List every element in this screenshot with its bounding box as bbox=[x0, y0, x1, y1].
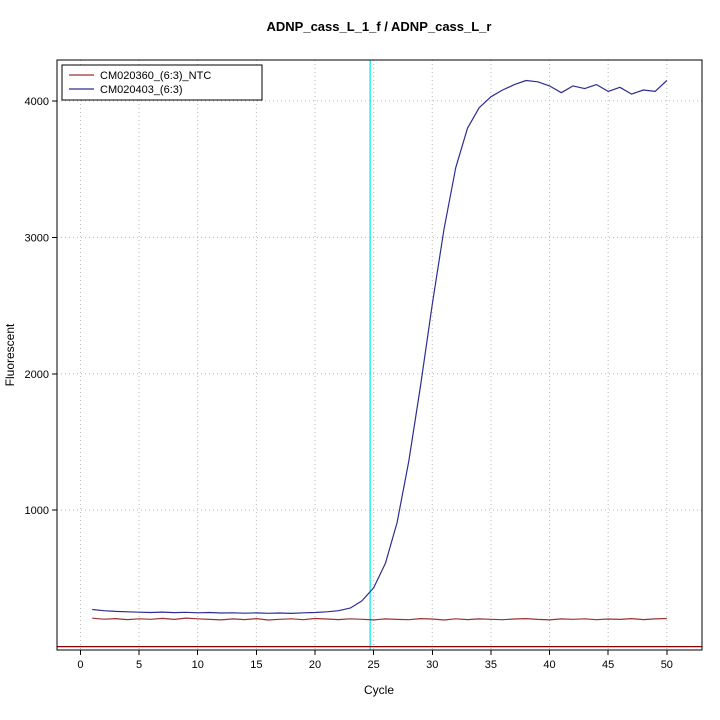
x-tick-label: 10 bbox=[192, 659, 204, 671]
plot-frame bbox=[56, 59, 703, 651]
plot-content: 0 5 10 15 20 25 30 35 40 45 50 1000 2000 3000 4000 CM02… bbox=[25, 59, 703, 671]
legend-label: CM020403_(6:3) bbox=[100, 84, 183, 96]
chart-title: ADNP_cass_L_1_f / ADNP_cass_L_r bbox=[267, 19, 492, 34]
x-tick-label: 25 bbox=[368, 659, 380, 671]
x-tick-label: 35 bbox=[485, 659, 497, 671]
x-tick-label: 15 bbox=[250, 659, 262, 671]
y-tick-label: 4000 bbox=[25, 96, 49, 108]
legend-box bbox=[61, 64, 263, 101]
y-axis-label: Fluorescent bbox=[3, 323, 17, 386]
series-line-0 bbox=[92, 617, 667, 621]
y-tick-label: 2000 bbox=[25, 369, 49, 381]
x-axis-label: Cycle bbox=[364, 683, 394, 697]
x-tick-label: 30 bbox=[426, 659, 438, 671]
x-tick-label: 50 bbox=[661, 659, 673, 671]
series-line-1 bbox=[92, 79, 668, 615]
x-tick-label: 0 bbox=[77, 659, 83, 671]
y-tick-label: 3000 bbox=[25, 232, 49, 244]
y-tick-label: 1000 bbox=[25, 505, 49, 517]
x-tick-label: 5 bbox=[136, 659, 142, 671]
legend-label: CM020360_(6:3)_NTC bbox=[100, 70, 211, 82]
x-tick-label: 20 bbox=[309, 659, 321, 671]
x-tick-label: 45 bbox=[602, 659, 614, 671]
x-tick-label: 40 bbox=[543, 659, 555, 671]
